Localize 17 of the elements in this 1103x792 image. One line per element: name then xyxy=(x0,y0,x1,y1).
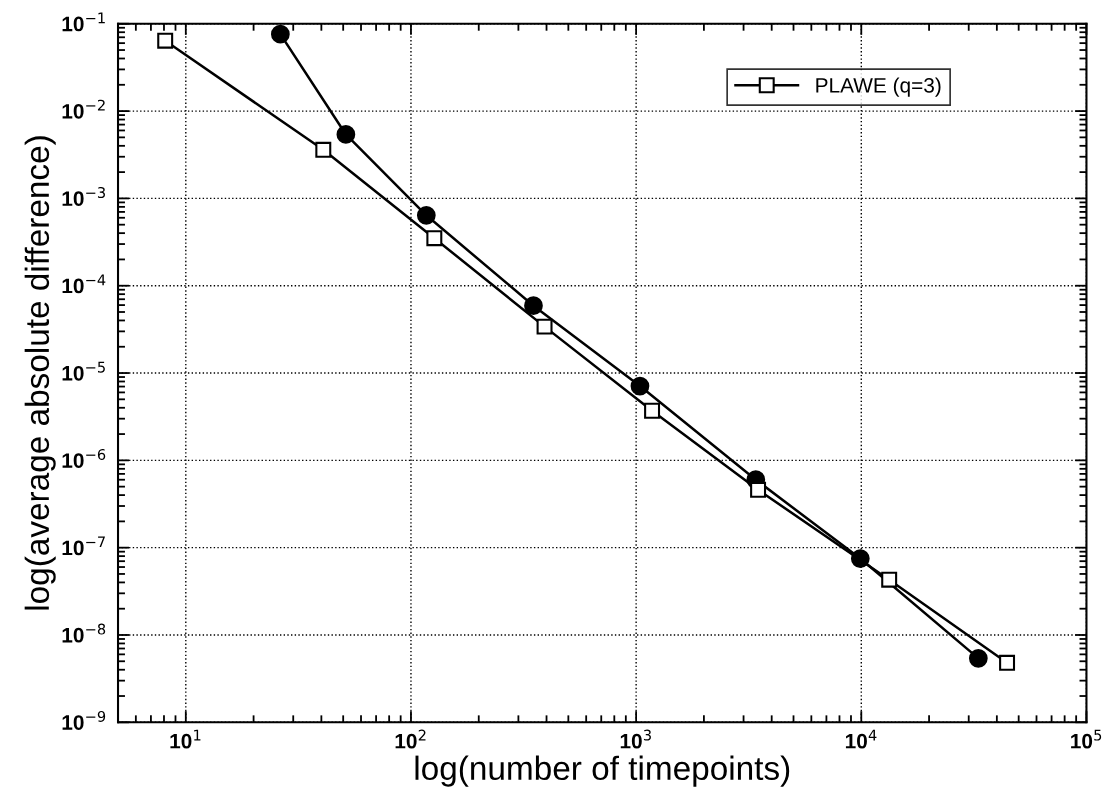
x-tick-label: 10$^{5}$ xyxy=(1071,729,1102,749)
x-tick-label: 10$^{1}$ xyxy=(170,729,201,749)
x-tick-label: 10$^{4}$ xyxy=(845,729,877,749)
x-axis-title: log(number of timepoints) xyxy=(415,755,790,787)
y-tick-label: 10$^{−7}$ xyxy=(62,536,105,556)
legend-label: PLAWE (q=3) xyxy=(816,77,941,97)
y-tick-label: 10$^{−5}$ xyxy=(62,361,105,381)
x-tick-label: 10$^{2}$ xyxy=(395,729,426,749)
x-tick-label: 10$^{3}$ xyxy=(620,729,651,749)
y-tick-label: 10$^{−6}$ xyxy=(62,448,106,468)
y-tick-label: 10$^{−1}$ xyxy=(62,12,105,32)
y-tick-label: 10$^{−3}$ xyxy=(62,186,105,206)
y-tick-label: 10$^{−2}$ xyxy=(62,99,105,119)
y-tick-label: 10$^{−9}$ xyxy=(62,710,106,730)
y-tick-label: 10$^{−4}$ xyxy=(62,274,106,294)
y-axis-title: log(average absolute difference) xyxy=(24,136,56,610)
y-tick-label: 10$^{−8}$ xyxy=(62,623,106,643)
